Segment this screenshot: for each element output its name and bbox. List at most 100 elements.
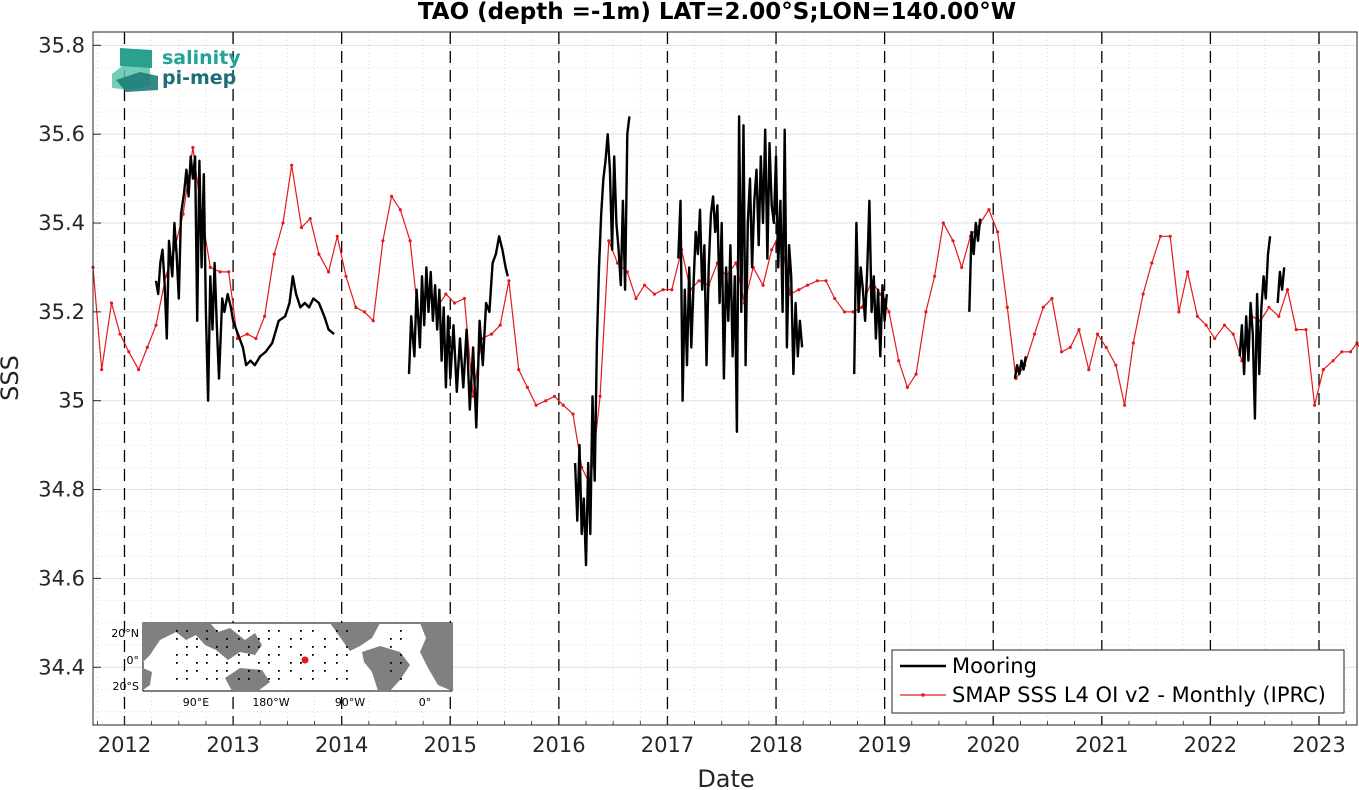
smap-point-67 (697, 279, 701, 283)
smap-point-20 (272, 252, 276, 256)
mooring-segment-1 (407, 235, 509, 429)
map-lon-label-3: 0° (419, 696, 432, 709)
smap-point-85 (860, 305, 864, 309)
mooring-dot (176, 678, 178, 680)
mooring-dot (278, 670, 280, 672)
land-south-america (362, 646, 410, 691)
smap-point-60 (634, 296, 638, 301)
smap-point-48 (525, 385, 530, 389)
smap-point-71 (734, 261, 738, 265)
smap-point-33 (390, 194, 394, 198)
map-lon-label-1: 180°W (252, 696, 289, 709)
y-tick-label-35.8: 35.8 (38, 33, 85, 57)
smap-point-116 (1141, 292, 1145, 296)
mooring-dot (216, 670, 218, 672)
mooring-dot (206, 630, 208, 632)
mooring-dot (300, 630, 302, 632)
mooring-dot (258, 662, 260, 664)
mooring-dot (176, 638, 178, 640)
smap-point-137 (1331, 359, 1335, 363)
smap-point-63 (661, 288, 665, 292)
mooring-dot (196, 662, 198, 664)
mooring-dot (226, 670, 228, 672)
x-tick-label-2019: 2019 (858, 733, 911, 757)
mooring-dot (390, 638, 392, 640)
mooring-dot (186, 654, 188, 656)
smap-point-82 (833, 296, 837, 301)
mooring-dot (248, 630, 250, 632)
smap-point-57 (607, 239, 611, 243)
smap-point-101 (1005, 305, 1009, 309)
smap-point-80 (815, 279, 819, 283)
mooring-dot (238, 678, 240, 680)
smap-point-117 (1150, 261, 1154, 265)
smap-point-56 (598, 394, 602, 398)
mooring-locations (176, 630, 402, 680)
mooring-dot (206, 654, 208, 656)
smap-point-21 (281, 221, 285, 225)
smap-point-13 (208, 265, 212, 269)
smap-point-123 (1204, 323, 1208, 327)
smap-point-31 (371, 319, 375, 323)
smap-point-132 (1285, 288, 1290, 292)
series-mooring (154, 115, 1286, 567)
smap-point-45 (498, 323, 502, 327)
legend-label-smap: SMAP SSS L4 OI v2 - Monthly (IPRC) (952, 683, 1326, 707)
smap-point-106 (1050, 296, 1054, 301)
mooring-dot (248, 678, 250, 680)
land-north-america (330, 623, 380, 651)
smap-point-107 (1060, 350, 1064, 354)
mooring-dot (346, 670, 348, 672)
smap-point-7 (154, 323, 158, 327)
smap-point-25 (317, 252, 321, 256)
x-tick-label-2013: 2013 (206, 733, 259, 757)
smap-point-130 (1267, 305, 1271, 309)
y-tick-label-34.4: 34.4 (38, 655, 85, 679)
mooring-dot (268, 662, 270, 664)
mooring-dot (312, 678, 314, 680)
mooring-dot (400, 638, 402, 640)
smap-point-17 (245, 332, 249, 336)
mooring-dot (258, 670, 260, 672)
mooring-dot (312, 670, 314, 672)
smap-point-138 (1340, 350, 1344, 354)
x-tick-label-2023: 2023 (1292, 733, 1345, 757)
mooring-dot (258, 646, 260, 648)
smap-point-75 (770, 248, 774, 252)
smap-point-47 (517, 368, 521, 372)
mooring-dot (300, 638, 302, 640)
map-lon-label-0: 90°E (183, 696, 209, 709)
y-axis-label: SSS (0, 355, 24, 401)
smap-point-81 (824, 279, 828, 283)
mooring-dot (324, 638, 326, 640)
smap-point-134 (1304, 328, 1308, 332)
x-tick-label-2020: 2020 (966, 733, 1019, 757)
smap-point-136 (1321, 368, 1325, 372)
smap-point-53 (571, 412, 575, 416)
smap-point-28 (344, 274, 348, 278)
smap-point-14 (218, 270, 222, 274)
mooring-dot (196, 646, 198, 648)
mooring-dot (324, 670, 326, 672)
mooring-dot (346, 654, 348, 656)
y-tick-label-34.6: 34.6 (38, 566, 85, 590)
mooring-dot (346, 678, 348, 680)
land-africa-asia (143, 623, 262, 662)
year-separators (123, 32, 1320, 725)
x-tick-label-2015: 2015 (424, 733, 477, 757)
y-tick-label-35: 35 (58, 389, 85, 413)
mooring-segment-5 (968, 218, 982, 312)
mooring-dot (336, 662, 338, 664)
smap-point-34 (398, 208, 402, 212)
smap-point-118 (1158, 234, 1163, 238)
mooring-dot (278, 678, 280, 680)
smap-point-96 (960, 265, 964, 269)
smap-point-79 (805, 283, 810, 287)
smap-point-24 (308, 217, 312, 221)
mooring-dot (324, 662, 326, 664)
smap-point-83 (842, 310, 847, 314)
mooring-dot (268, 630, 270, 632)
mooring-segment-2 (573, 116, 631, 567)
smap-point-108 (1068, 345, 1072, 349)
smap-point-93 (933, 274, 937, 278)
